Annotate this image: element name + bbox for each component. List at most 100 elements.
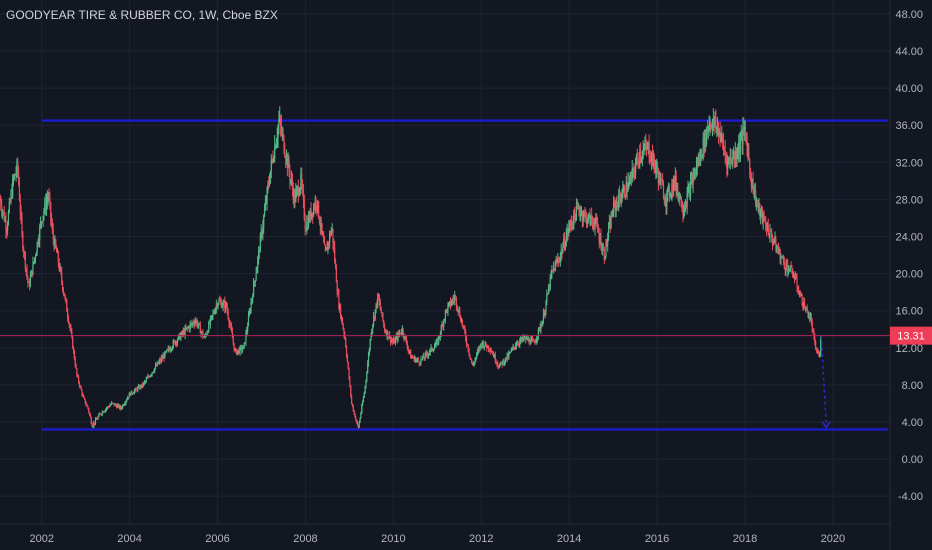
candle	[181, 330, 183, 336]
candle	[144, 380, 146, 384]
candle-body	[333, 243, 335, 248]
candle	[139, 384, 141, 390]
candle	[553, 261, 555, 274]
candle-body	[739, 139, 741, 152]
projection-drawing[interactable]	[820, 335, 831, 429]
candle-body	[605, 240, 607, 257]
candle-body	[64, 296, 66, 298]
candle-body	[247, 326, 249, 331]
candle-body	[716, 125, 719, 128]
candle	[262, 219, 264, 241]
candle	[776, 244, 779, 254]
candle-body	[729, 158, 731, 161]
candle-body	[723, 148, 725, 150]
candle-body	[301, 184, 304, 191]
candle	[105, 407, 108, 412]
candle-body	[584, 212, 586, 214]
candle	[509, 351, 512, 354]
candle	[127, 397, 130, 400]
candle	[418, 360, 420, 367]
candle	[613, 197, 616, 208]
candle	[563, 233, 565, 249]
candle-body	[734, 151, 736, 158]
candle	[788, 267, 791, 272]
candle	[131, 390, 133, 396]
candle	[428, 349, 430, 356]
candle	[312, 212, 314, 224]
candle-body	[631, 168, 633, 180]
candle-body	[334, 247, 336, 262]
price-axis[interactable]: 48.0044.0040.0036.0032.0028.0024.0020.00…	[895, 9, 923, 503]
price-tick-label: 8.00	[902, 380, 923, 392]
candle-body	[776, 247, 779, 250]
candle	[307, 215, 309, 231]
candle	[545, 300, 547, 316]
candle	[797, 286, 799, 295]
candle	[299, 186, 301, 196]
candle	[264, 195, 266, 211]
candle-body	[528, 338, 530, 343]
candle	[134, 387, 136, 393]
candle	[471, 358, 473, 364]
candle	[214, 308, 216, 315]
candle	[367, 360, 369, 374]
candle-body	[724, 149, 726, 156]
candle-body	[71, 331, 73, 337]
candle-body	[488, 349, 490, 351]
candle-body	[323, 242, 326, 246]
candle	[92, 425, 94, 428]
candle	[192, 321, 194, 328]
candle	[776, 244, 778, 253]
candle-body	[66, 301, 68, 312]
candle	[638, 161, 640, 168]
candle	[118, 404, 120, 410]
candle	[308, 211, 310, 224]
candle	[116, 403, 118, 409]
candle-body	[261, 231, 263, 235]
candle-body	[807, 310, 809, 318]
candle	[692, 167, 694, 194]
candle	[353, 409, 355, 415]
candle	[67, 314, 70, 324]
candle	[530, 335, 532, 345]
candle	[152, 371, 154, 374]
candle-body	[346, 355, 348, 362]
candle	[378, 293, 380, 300]
candle	[325, 247, 327, 251]
candle-body	[398, 333, 400, 335]
candle	[129, 392, 131, 397]
candle-body	[420, 359, 422, 364]
candle-body	[369, 339, 371, 350]
candle-body	[235, 349, 237, 351]
candle-body	[467, 344, 469, 351]
candle	[494, 351, 496, 364]
candle	[463, 324, 465, 330]
horizontal-levels[interactable]	[42, 119, 888, 431]
candle-body	[251, 298, 253, 303]
candle-body	[3, 211, 5, 221]
candle	[410, 349, 412, 359]
candle-body	[580, 211, 583, 214]
candle-body	[263, 209, 266, 217]
candle	[326, 240, 328, 251]
candle	[457, 309, 459, 317]
candle-body	[654, 163, 656, 171]
candle	[168, 346, 170, 352]
candle-body	[234, 349, 236, 351]
candle	[433, 343, 436, 351]
candle	[435, 339, 437, 349]
candle-body	[745, 133, 747, 141]
candle-body	[737, 152, 739, 157]
time-axis[interactable]: 2002 2004 2006 2008 2010 2012 2014 2016 2018 2020	[30, 533, 846, 545]
candle-body	[809, 316, 812, 320]
candle	[711, 123, 713, 130]
candle-body	[257, 257, 259, 268]
candle	[753, 185, 755, 198]
candle-body	[377, 293, 379, 306]
candle-body	[804, 308, 807, 311]
candle	[210, 315, 212, 322]
candle	[716, 116, 719, 136]
candle	[346, 353, 348, 363]
candle-body	[280, 125, 283, 133]
